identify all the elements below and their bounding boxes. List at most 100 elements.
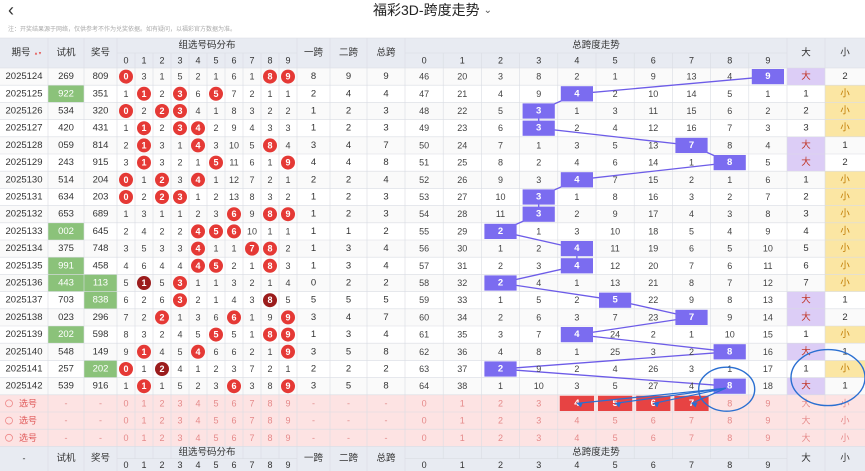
select-trend-digit[interactable]: 1 <box>460 398 465 408</box>
select-digit[interactable]: 2 <box>159 433 164 443</box>
select-trend-digit[interactable]: 4 <box>574 433 579 443</box>
select-digit[interactable]: 5 <box>213 398 218 408</box>
select-trend-digit[interactable]: 9 <box>765 398 770 408</box>
omission-value: 8 <box>123 330 128 340</box>
trend-omission-value: 1 <box>727 175 732 185</box>
trend-block <box>522 206 555 222</box>
select-trend-digit[interactable]: 7 <box>689 433 694 443</box>
select-trend-digit[interactable]: 7 <box>689 416 694 426</box>
select-trend-digit[interactable]: 8 <box>727 398 732 408</box>
radio-circle-icon[interactable] <box>5 416 13 425</box>
select-digit[interactable]: 1 <box>141 433 146 443</box>
select-trend-digit[interactable]: 1 <box>460 416 465 426</box>
radio-circle-icon[interactable] <box>5 433 13 442</box>
big-cell-highlight <box>787 343 825 361</box>
select-big[interactable]: 大 <box>801 432 810 443</box>
select-digit[interactable]: 7 <box>249 433 254 443</box>
select-trend-digit[interactable]: 0 <box>422 433 427 443</box>
select-trend-digit[interactable]: 9 <box>765 433 770 443</box>
omission-value: 11 <box>229 158 238 168</box>
omission-value: 2 <box>249 278 254 288</box>
small-cell-highlight <box>825 240 865 258</box>
select-digit[interactable]: 9 <box>285 398 290 408</box>
select-digit[interactable]: 4 <box>195 433 200 443</box>
select-digit[interactable]: 0 <box>123 416 128 426</box>
select-trend-digit[interactable]: 5 <box>613 416 618 426</box>
trend-omission-value: 12 <box>763 278 773 288</box>
select-trend-digit[interactable]: 5 <box>613 433 618 443</box>
number-ball-label: 4 <box>195 261 200 271</box>
select-trend-digit[interactable]: 3 <box>536 416 541 426</box>
select-digit[interactable]: 8 <box>267 398 272 408</box>
trend-omission-value: 3 <box>613 106 618 116</box>
select-digit[interactable]: 4 <box>195 398 200 408</box>
select-digit[interactable]: 0 <box>123 433 128 443</box>
select-trend-digit[interactable]: 8 <box>727 416 732 426</box>
total-span-value: 8 <box>383 346 388 357</box>
big-value: 大 <box>801 345 811 357</box>
select-number-label[interactable]: 选号 <box>19 415 37 426</box>
select-trend-digit[interactable]: 8 <box>727 433 732 443</box>
footer-distribution-digit: 5 <box>213 460 218 470</box>
select-digit[interactable]: 6 <box>231 398 236 408</box>
select-digit[interactable]: 2 <box>159 416 164 426</box>
select-trend-digit[interactable]: 4 <box>574 416 579 426</box>
select-digit[interactable]: 9 <box>285 433 290 443</box>
select-digit[interactable]: 8 <box>267 433 272 443</box>
select-digit[interactable]: 3 <box>177 416 182 426</box>
select-digit[interactable]: 1 <box>141 398 146 408</box>
select-trend-digit[interactable]: 2 <box>498 398 503 408</box>
number-ball-label: 1 <box>141 158 146 168</box>
select-trend-digit[interactable]: 2 <box>498 416 503 426</box>
select-digit[interactable]: 4 <box>195 416 200 426</box>
total-span-value: 7 <box>383 312 388 323</box>
select-digit[interactable]: 8 <box>267 416 272 426</box>
page-title[interactable]: 福彩3D-跨度走势 ⌄ <box>0 1 865 22</box>
total-span-value: 2 <box>383 226 388 237</box>
select-trend-digit[interactable]: 3 <box>536 433 541 443</box>
select-digit[interactable]: 1 <box>141 416 146 426</box>
span2-value: 4 <box>346 140 351 151</box>
select-small[interactable]: 小 <box>840 398 849 408</box>
trend-omission-value: 17 <box>648 209 658 219</box>
select-small[interactable]: 小 <box>840 433 849 443</box>
sort-arrows-icon[interactable]: ▲▼ <box>34 51 42 56</box>
back-button[interactable]: ‹ <box>8 0 14 20</box>
chevron-down-icon[interactable]: ⌄ <box>483 5 492 16</box>
select-digit[interactable]: 3 <box>177 398 182 408</box>
select-trend-digit[interactable]: 2 <box>498 433 503 443</box>
number-ball <box>281 155 295 170</box>
select-trend-digit[interactable]: 1 <box>460 433 465 443</box>
select-digit[interactable]: 6 <box>231 416 236 426</box>
select-number-label[interactable]: 选号 <box>19 397 37 408</box>
omission-value: 1 <box>195 364 200 374</box>
table-row <box>0 343 865 361</box>
select-big[interactable]: 大 <box>801 397 810 408</box>
select-small[interactable]: 小 <box>840 416 849 426</box>
select-digit[interactable]: 9 <box>285 416 290 426</box>
select-big[interactable]: 大 <box>801 415 810 426</box>
select-digit[interactable]: 2 <box>159 398 164 408</box>
trial-number: 548 <box>58 346 74 357</box>
select-digit[interactable]: 5 <box>213 416 218 426</box>
select-trend-digit[interactable]: 0 <box>422 416 427 426</box>
omission-value: 2 <box>141 312 146 322</box>
select-digit[interactable]: 3 <box>177 433 182 443</box>
select-trend-digit[interactable]: 3 <box>536 398 541 408</box>
big-value: 6 <box>803 260 808 271</box>
select-trend-digit[interactable]: 6 <box>651 416 656 426</box>
radio-circle-icon[interactable] <box>5 399 13 408</box>
select-digit[interactable]: 6 <box>231 433 236 443</box>
select-digit[interactable]: 7 <box>249 398 254 408</box>
trend-omission-value: 2 <box>574 123 579 133</box>
trend-omission-value: 7 <box>613 312 618 322</box>
select-digit[interactable]: 0 <box>123 398 128 408</box>
issue-column-header[interactable]: 期号 <box>11 48 30 59</box>
select-trend-digit[interactable]: 0 <box>422 398 427 408</box>
select-digit[interactable]: 7 <box>249 416 254 426</box>
select-trend-digit[interactable]: 9 <box>765 416 770 426</box>
select-trend-digit[interactable]: 6 <box>651 433 656 443</box>
select-number-label[interactable]: 选号 <box>19 432 37 443</box>
select-digit[interactable]: 5 <box>213 433 218 443</box>
omission-value: 1 <box>285 226 290 236</box>
